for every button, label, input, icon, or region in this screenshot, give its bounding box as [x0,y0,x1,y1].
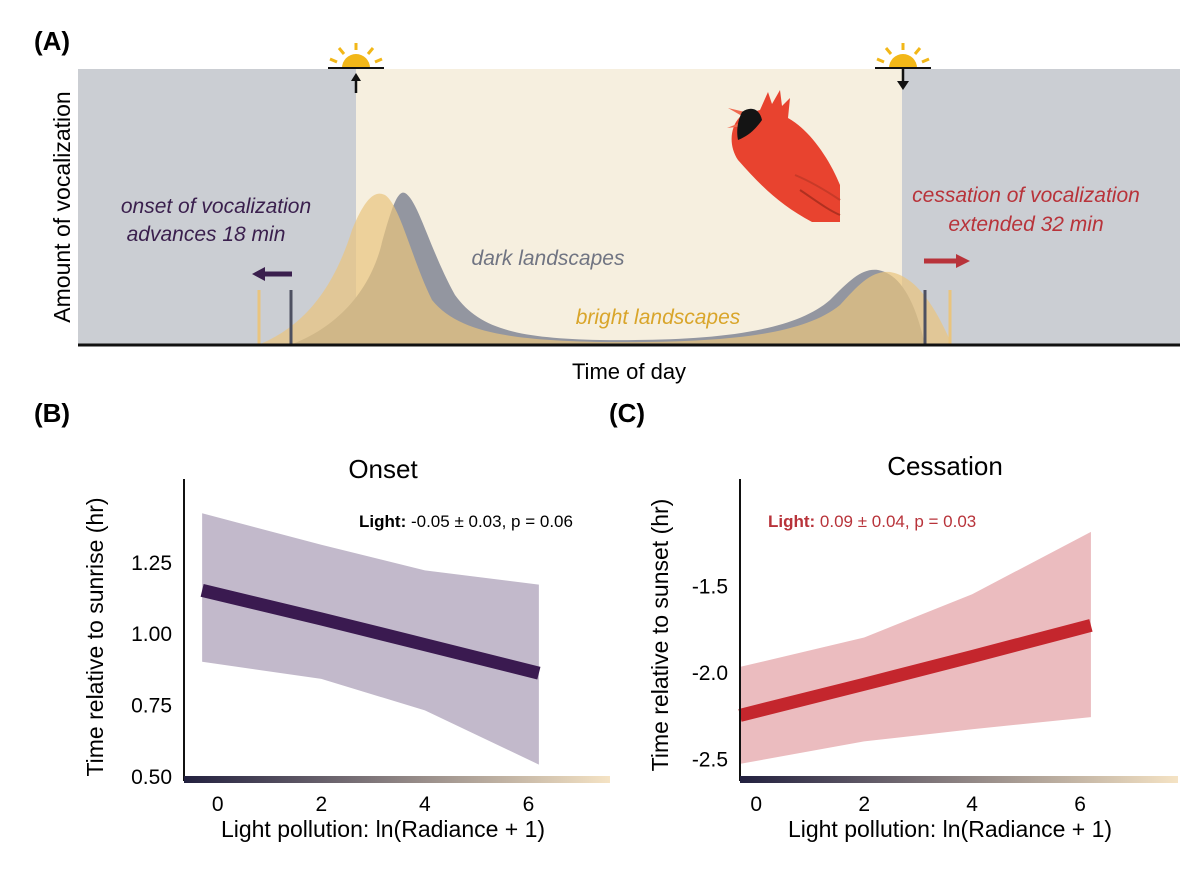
panel-c-confidence-band [740,531,1091,764]
panel-a-y-label: Amount of vocalization [49,91,75,322]
panel-c-y-tick-label: -2.0 [692,662,728,685]
bright-landscapes-curve [258,193,952,345]
sunset-icon [875,43,931,90]
panel-a-x-label: Time of day [572,359,686,384]
panel-b-y-tick-label: 1.25 [131,552,172,575]
panel-b-y-tick-label: 0.50 [131,766,172,789]
panel-b-label: (B) [34,398,70,428]
panel-b-y-tick-label: 0.75 [131,695,172,718]
panel-c-x-tick-label: 2 [858,793,870,816]
panel-c-fit-line [738,619,1093,722]
onset-arrow-icon [252,267,292,281]
panel-b-annotation: Light: -0.05 ± 0.03, p = 0.06 [359,512,573,531]
panel-c: (C) Cessation 0 2 4 6 -2.5 -2.0 -1.5 Light: 0.… [609,398,1178,842]
panel-c-x-tick-label: 4 [966,793,978,816]
panel-b-y-tick-label: 1.00 [131,623,172,646]
panel-b-x-tick-label: 6 [523,793,535,816]
panel-c-x-tick-label: 0 [750,793,762,816]
panel-b-annotation-key: Light: [359,512,406,531]
night-region-morning [78,69,356,345]
panel-a: (A) [34,26,1180,384]
panel-c-annotation: Light: 0.09 ± 0.04, p = 0.03 [768,512,976,531]
onset-text-line2: advances 18 min [127,223,286,246]
panel-c-y-label: Time relative to sunset (hr) [647,499,673,772]
panel-b-x-tick-label: 4 [419,793,431,816]
panel-b: (B) Onset 0 2 4 6 0.50 0.75 1.00 1.25 Light: -0… [34,398,610,842]
cessation-arrow-icon [924,254,970,268]
sunrise-icon [328,43,384,93]
panel-a-label: (A) [34,26,70,56]
dark-landscapes-curve [290,192,925,345]
panel-b-x-tick-label: 0 [212,793,224,816]
panel-c-y-tick-label: -2.5 [692,749,728,772]
panel-b-title: Onset [348,454,418,484]
panel-c-light-gradient-axis [740,776,1178,783]
cardinal-bird-icon [727,90,841,222]
panel-b-x-label: Light pollution: ln(Radiance + 1) [221,816,545,842]
panel-c-x-tick-label: 6 [1074,793,1086,816]
panel-b-x-tick-label: 2 [315,793,327,816]
panel-b-fit-line [200,584,541,680]
panel-c-title: Cessation [887,451,1003,481]
panel-c-label: (C) [609,398,645,428]
panel-b-plot: 0 2 4 6 0.50 0.75 1.00 1.25 [131,479,610,816]
cessation-text-line1: cessation of vocalization [912,184,1140,207]
dark-landscapes-label: dark landscapes [472,247,625,270]
bright-landscapes-label: bright landscapes [576,306,741,329]
cessation-text-line2: extended 32 min [948,213,1103,236]
panel-b-light-gradient-axis [184,776,610,783]
panel-b-confidence-band [202,513,539,765]
panel-b-y-label: Time relative to sunrise (hr) [82,497,108,776]
panel-b-annotation-value: -0.05 ± 0.03, p = 0.06 [406,512,573,531]
panel-c-annotation-value: 0.09 ± 0.04, p = 0.03 [815,512,976,531]
night-region-evening [902,69,1180,345]
panel-c-y-tick-label: -1.5 [692,576,728,599]
panel-c-plot: 0 2 4 6 -2.5 -2.0 -1.5 [692,479,1178,816]
panel-c-annotation-key: Light: [768,512,815,531]
panel-c-x-label: Light pollution: ln(Radiance + 1) [788,816,1112,842]
onset-text-line1: onset of vocalization [121,195,311,218]
